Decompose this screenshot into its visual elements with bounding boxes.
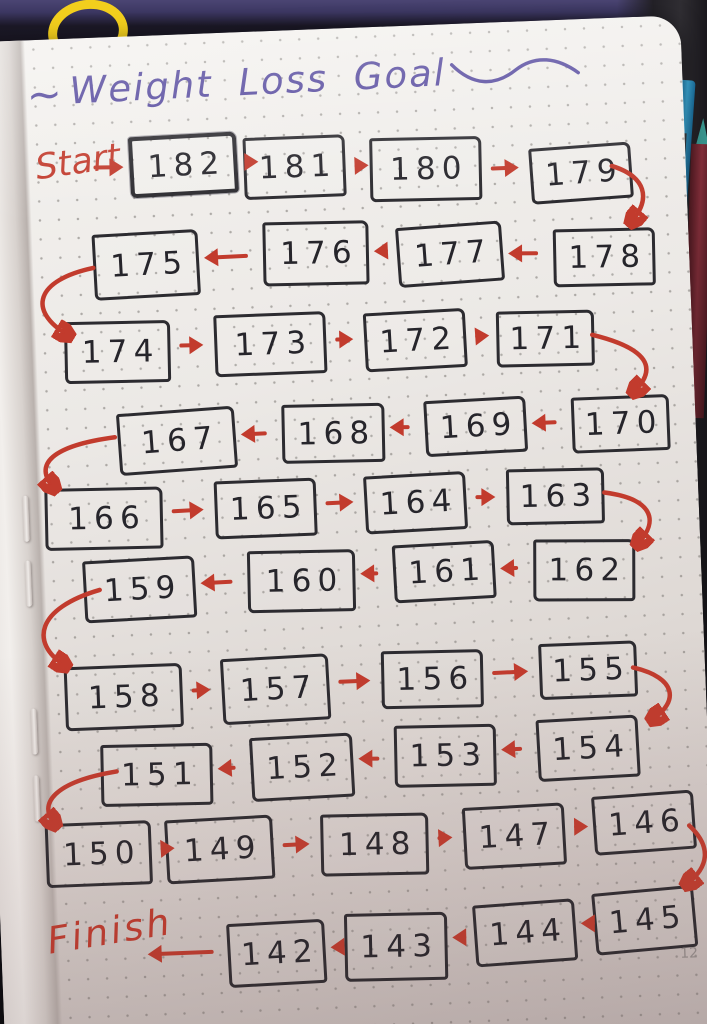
journal-page: ~Weight Loss Goal Start Finish 182 181 180… [0,15,707,1024]
page-content: ~Weight Loss Goal Start Finish 182 181 180… [0,15,707,1024]
connector-151-150 [47,771,119,824]
connector-175-174 [41,268,96,336]
page-number: 12 [680,945,698,962]
notebook-photo: ~Weight Loss Goal Start Finish 182 181 180… [0,0,707,1024]
connector-167-166 [44,437,116,488]
connector-155-154 [633,666,671,719]
connector-146-145 [685,825,706,884]
curved-connectors [0,15,707,1024]
connector-171-170 [592,333,647,393]
connector-163-162 [604,491,650,545]
connector-159-158 [42,590,103,666]
connector-179-178 [612,165,644,222]
